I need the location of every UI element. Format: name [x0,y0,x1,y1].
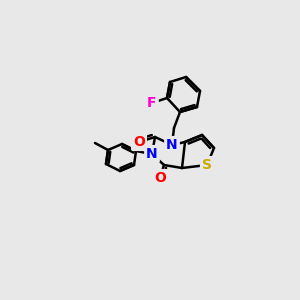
Text: F: F [147,96,157,110]
Text: S: S [202,158,212,172]
Text: O: O [154,171,166,185]
Text: O: O [133,135,145,149]
Text: N: N [146,147,158,161]
Text: N: N [166,138,178,152]
